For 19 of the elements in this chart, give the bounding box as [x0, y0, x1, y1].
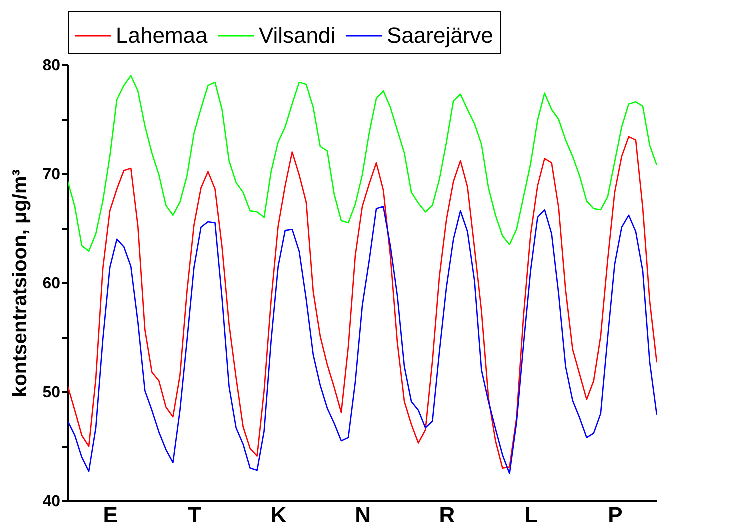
- y-tick-label: 40: [42, 494, 61, 510]
- x-tick-label: N: [355, 502, 371, 527]
- x-tick-label: P: [608, 502, 623, 527]
- x-tick-label: R: [439, 502, 456, 527]
- line-series: [68, 206, 657, 474]
- line-series: [68, 136, 657, 469]
- x-tick-label: T: [188, 502, 202, 527]
- legend-label: Saarejärve: [387, 23, 494, 48]
- x-tick-label: K: [270, 502, 287, 527]
- line-series: [68, 75, 657, 252]
- legend-label: Vilsandi: [259, 23, 336, 48]
- y-tick-label: 80: [42, 58, 61, 74]
- y-tick-label: 70: [42, 166, 61, 184]
- legend-label: Lahemaa: [116, 23, 209, 48]
- y-tick-label: 50: [42, 384, 61, 402]
- x-tick-label: E: [103, 502, 118, 527]
- x-tick-label: L: [524, 502, 538, 527]
- y-tick-label: 60: [42, 276, 61, 292]
- y-axis-title: kontsentratsioon, μg/m³: [10, 169, 32, 398]
